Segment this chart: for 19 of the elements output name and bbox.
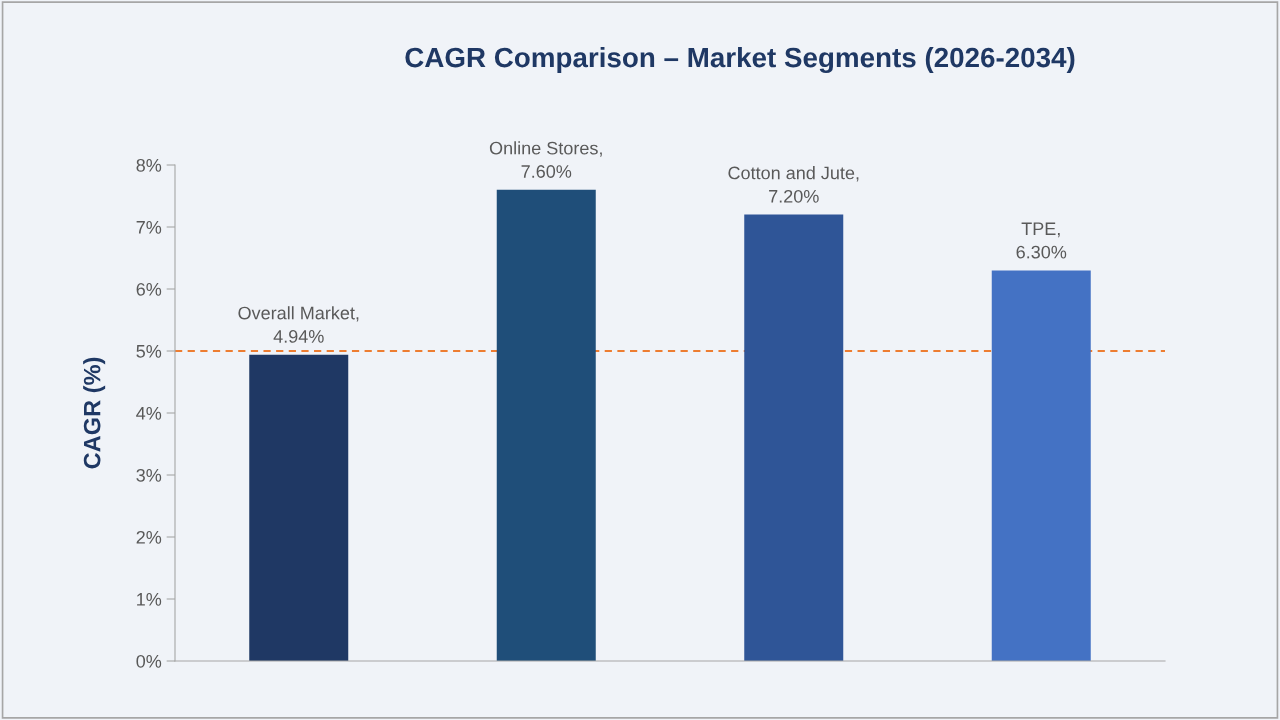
bar (496, 189, 596, 661)
y-tick-label: 0% (136, 654, 162, 668)
data-label: Overall Market, 4.94% (238, 306, 359, 343)
y-tick-label: 8% (136, 158, 162, 172)
y-axis-title: CAGR (%) (83, 357, 106, 469)
bar (991, 270, 1091, 661)
y-tick-label: 2% (136, 530, 162, 544)
chart-title: CAGR Comparison – Market Segments (2026-2034) (405, 46, 1075, 74)
data-label: TPE, 6.30% (1016, 222, 1067, 259)
y-tick-label: 1% (137, 593, 162, 606)
bar (249, 354, 349, 661)
y-tick-label: 5% (136, 345, 162, 358)
y-tick-label: 4% (136, 407, 162, 420)
data-label: Cotton and Jute, 7.20% (728, 166, 859, 203)
y-tick-label: 7% (136, 221, 162, 234)
data-label: Online Stores, 7.60% (489, 141, 602, 178)
bar (744, 214, 844, 661)
y-tick-label: 3% (136, 468, 162, 482)
y-tick-label: 6% (136, 282, 162, 296)
